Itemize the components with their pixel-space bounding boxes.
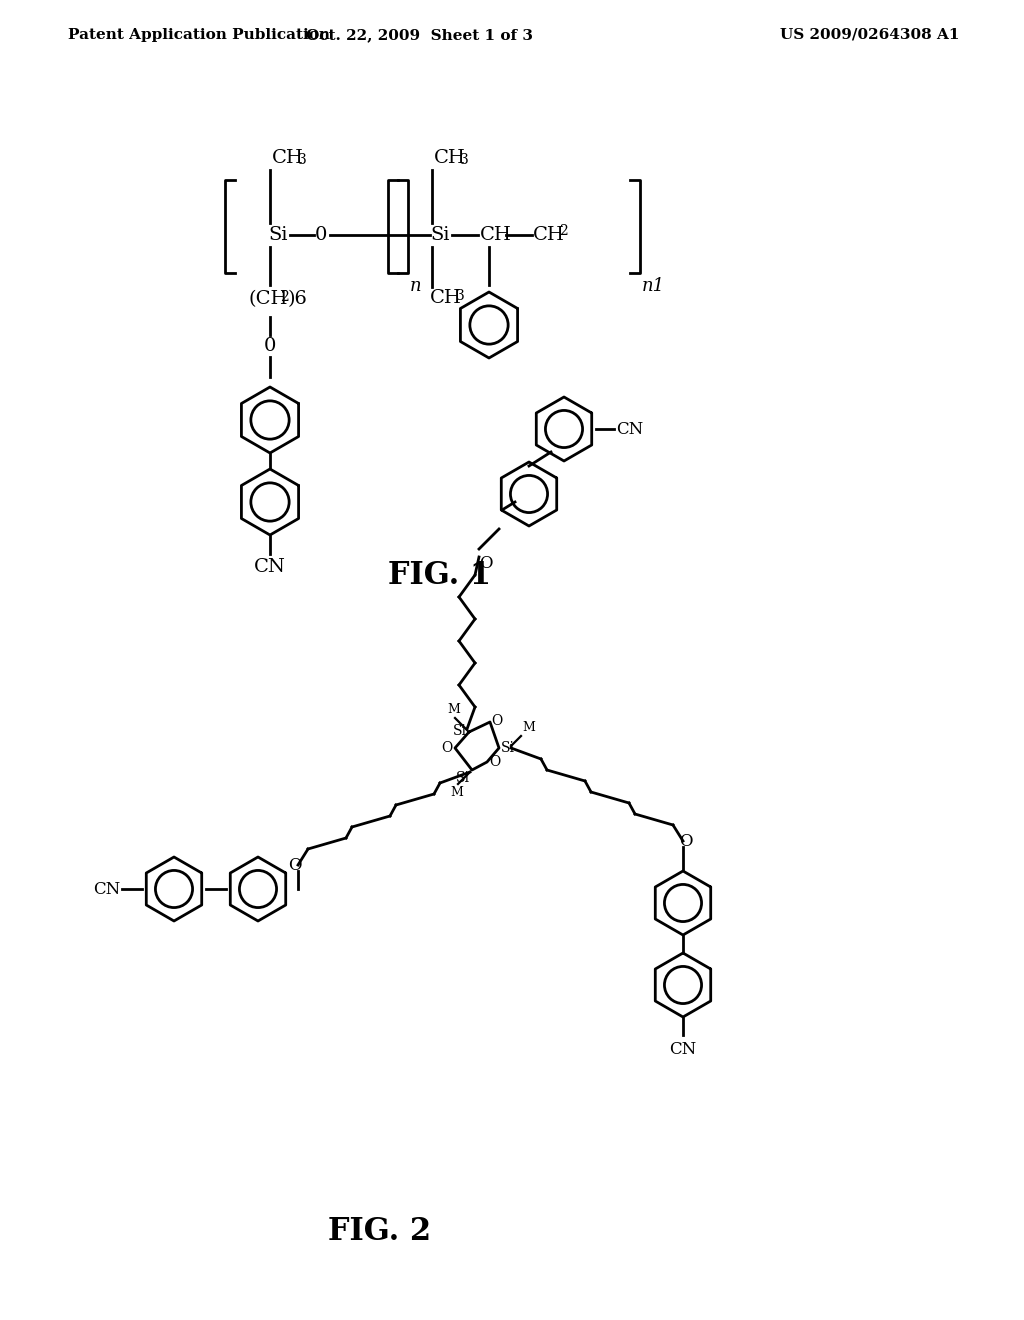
Text: O: O xyxy=(479,554,493,572)
Text: 3: 3 xyxy=(460,153,469,168)
Text: CH: CH xyxy=(272,149,304,168)
Text: O: O xyxy=(490,714,502,729)
Text: O: O xyxy=(489,755,501,770)
Text: M: M xyxy=(451,785,464,799)
Text: 2: 2 xyxy=(559,224,567,238)
Text: CN: CN xyxy=(616,421,643,437)
Text: O: O xyxy=(289,857,302,874)
Text: CN: CN xyxy=(670,1041,696,1059)
Text: CH: CH xyxy=(430,289,462,308)
Text: CN: CN xyxy=(93,880,120,898)
Text: CH: CH xyxy=(480,226,512,244)
Text: FIG. 1: FIG. 1 xyxy=(388,560,492,590)
Text: FIG. 2: FIG. 2 xyxy=(329,1217,431,1247)
Text: M: M xyxy=(447,704,461,715)
Text: US 2009/0264308 A1: US 2009/0264308 A1 xyxy=(780,28,961,42)
Text: Si: Si xyxy=(501,741,515,755)
Text: n: n xyxy=(410,277,422,294)
Text: CH: CH xyxy=(434,149,466,168)
Text: CN: CN xyxy=(254,558,286,576)
Text: Si: Si xyxy=(456,771,470,785)
Text: 3: 3 xyxy=(298,153,307,168)
Text: O: O xyxy=(441,741,453,755)
Text: (CH: (CH xyxy=(248,290,288,308)
Text: 3: 3 xyxy=(456,289,465,304)
Text: 0: 0 xyxy=(315,226,328,244)
Text: 2: 2 xyxy=(280,290,289,304)
Text: O: O xyxy=(679,833,692,850)
Text: M: M xyxy=(522,721,535,734)
Text: Patent Application Publication: Patent Application Publication xyxy=(68,28,330,42)
Text: Si: Si xyxy=(430,226,450,244)
Text: )6: )6 xyxy=(288,290,308,308)
Text: Si: Si xyxy=(268,226,288,244)
Text: 0: 0 xyxy=(264,337,276,355)
Text: Oct. 22, 2009  Sheet 1 of 3: Oct. 22, 2009 Sheet 1 of 3 xyxy=(306,28,534,42)
Text: Si: Si xyxy=(453,723,467,738)
Text: n1: n1 xyxy=(642,277,666,294)
Text: CH: CH xyxy=(534,226,565,244)
